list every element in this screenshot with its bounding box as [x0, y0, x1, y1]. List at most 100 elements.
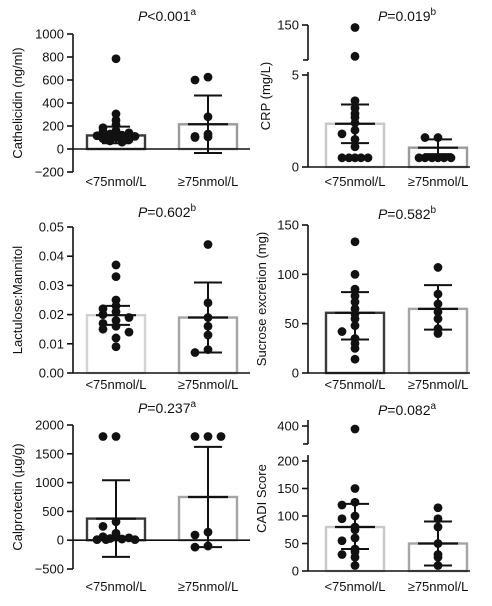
p-value-annotation: P=0.082a: [378, 401, 437, 418]
y-axis-label: Calprotectin (µg/g): [10, 443, 25, 550]
data-point: [350, 23, 360, 32]
data-point: [216, 432, 226, 441]
data-point: [350, 96, 360, 106]
category-label: <75nmol/L: [324, 174, 385, 189]
category-label: ≥75nmol/L: [178, 579, 239, 594]
y-tick-label: 0: [57, 533, 64, 548]
y-tick-label: 500: [42, 504, 64, 519]
data-point: [433, 263, 443, 272]
category-label: <75nmol/L: [324, 377, 385, 392]
y-tick-label: 0: [292, 366, 299, 381]
y-tick-label: 1000: [35, 475, 64, 490]
data-point: [350, 237, 360, 247]
y-axis-label: Sucrose excretion (mg): [254, 232, 269, 366]
p-value-annotation: P=0.582b: [378, 205, 437, 222]
data-point: [98, 432, 108, 441]
data-point: [98, 324, 108, 334]
data-point: [124, 135, 134, 145]
data-point: [117, 137, 127, 147]
y-tick-label: 0: [292, 160, 299, 175]
data-point: [101, 535, 111, 545]
y-tick-label: 0.01: [39, 336, 64, 351]
data-point: [446, 153, 456, 163]
category-label: <75nmol/L: [85, 579, 146, 594]
y-tick-label: 0.03: [39, 278, 64, 293]
data-point: [337, 153, 347, 163]
data-point: [350, 343, 360, 353]
y-tick-label: 800: [42, 50, 64, 65]
y-axis-label: CRP (mg/L): [258, 62, 273, 130]
panel-6: 0 50 100 150 200 400 <75nmol/L ≥75nmol/L CADI Sc…: [254, 401, 470, 594]
y-tick-label: −200: [35, 165, 64, 180]
data-point: [350, 484, 360, 493]
data-point: [203, 72, 213, 82]
panel-4: 0 50 100 150 <75nmol/L ≥75nmol/L Sucrose excre…: [254, 205, 470, 392]
data-point: [337, 514, 347, 524]
data-point: [111, 432, 121, 441]
data-point: [427, 153, 437, 163]
data-point: [337, 500, 347, 510]
category-label: ≥75nmol/L: [408, 174, 469, 189]
y-tick-label: 0.04: [39, 249, 64, 264]
y-tick-label: 150: [277, 218, 299, 233]
y-axis-label: Lactulose:Mannitol: [10, 246, 25, 355]
data-point: [356, 153, 366, 163]
category-label: <75nmol/L: [85, 174, 146, 189]
p-value-annotation: P=0.602b: [138, 203, 197, 220]
category-label: ≥75nmol/L: [178, 377, 239, 392]
data-point: [117, 534, 127, 544]
data-point: [350, 552, 360, 562]
data-point: [350, 424, 360, 434]
p-value-annotation: P=0.019b: [378, 7, 437, 24]
data-point: [350, 561, 360, 570]
data-point: [190, 133, 200, 142]
p-value-annotation: P<0.001a: [138, 7, 197, 24]
data-point: [98, 521, 108, 531]
y-tick-label: 1500: [35, 446, 64, 461]
category-label: ≥75nmol/L: [408, 377, 469, 392]
panel-5: −500 0 500 1000 1500 2000 <75nmol/L ≥75nmol/L Ca…: [10, 399, 250, 594]
y-tick-label: 0.02: [39, 307, 64, 322]
panel-3: 0.00 0.01 0.02 0.03 0.04 0.05 <75nmol/L ≥75nmol…: [10, 203, 250, 392]
data-point: [92, 535, 102, 545]
y-tick-label: 200: [277, 454, 299, 469]
category-label: <75nmol/L: [85, 377, 146, 392]
data-point: [111, 260, 121, 270]
data-point: [190, 530, 200, 540]
data-point: [337, 327, 347, 336]
y-tick-label: 100: [277, 267, 299, 282]
data-point: [111, 333, 121, 343]
data-point: [433, 329, 443, 338]
data-point: [414, 153, 424, 163]
y-tick-label: 0: [57, 142, 64, 157]
y-tick-label: 2000: [35, 418, 64, 433]
y-tick-label: 50: [285, 536, 299, 551]
y-tick-label: 150: [277, 18, 299, 33]
y-tick-label: 0.05: [39, 220, 64, 235]
data-point: [203, 432, 213, 441]
data-point: [337, 129, 347, 139]
y-tick-label: 1000: [35, 27, 64, 42]
panel-2: 0 5 150 <75nmol/L ≥75nmol/L CRP (mg/L) P=0.019…: [258, 7, 470, 189]
y-tick-label: 0: [292, 564, 299, 579]
y-tick-label: 150: [277, 481, 299, 496]
data-point: [439, 153, 449, 163]
data-point: [350, 51, 360, 61]
data-point: [344, 153, 354, 163]
data-point: [350, 269, 360, 279]
y-tick-label: 400: [42, 96, 64, 111]
y-tick-label: 400: [277, 419, 299, 434]
data-point: [111, 272, 121, 282]
y-tick-label: 100: [277, 509, 299, 524]
panel-1: −200 0 200 400 600 800 1000 <75nmol/L ≥75nmol/L C…: [10, 7, 250, 189]
data-point: [350, 142, 360, 152]
y-axis-label: CADI Score: [254, 464, 269, 533]
y-tick-label: 600: [42, 73, 64, 88]
data-point: [203, 240, 213, 249]
y-tick-label: 0.00: [39, 366, 64, 381]
category-label: <75nmol/L: [324, 579, 385, 594]
y-tick-label: 5: [292, 68, 299, 83]
data-point: [350, 354, 360, 364]
data-point: [111, 109, 121, 119]
